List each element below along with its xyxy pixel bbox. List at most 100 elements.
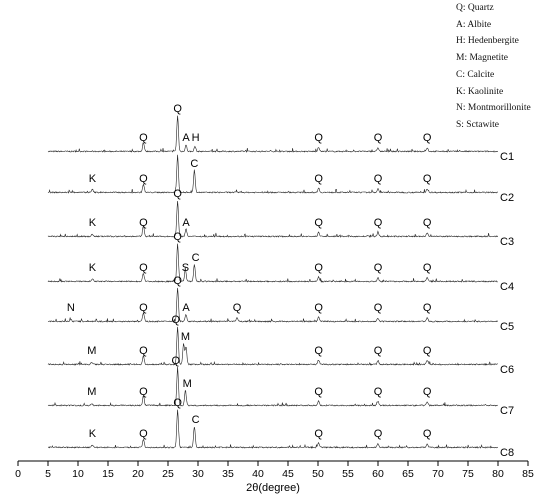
peak-label: K xyxy=(89,173,97,185)
peak-label: C xyxy=(192,252,200,264)
x-tick-label: 40 xyxy=(252,468,264,480)
peak-label: Q xyxy=(172,355,181,367)
peak-label: Q xyxy=(233,302,242,314)
legend-item-kaolinite: K: Kaolinite xyxy=(456,86,504,97)
peak-label: Q xyxy=(314,132,323,144)
trace-line xyxy=(48,409,499,449)
peak-label: M xyxy=(87,386,96,398)
peak-label: A xyxy=(182,302,190,314)
peak-label: Q xyxy=(139,217,148,229)
peak-label: Q xyxy=(374,302,383,314)
peak-label: N xyxy=(67,302,75,314)
peak-label: Q xyxy=(423,428,432,440)
series-label: C5 xyxy=(500,321,514,333)
peak-label: A xyxy=(182,132,190,144)
peak-label: Q xyxy=(173,103,182,115)
x-tick-label: 50 xyxy=(312,468,324,480)
legend-item-montmorillonite: N: Montmorillonite xyxy=(456,103,531,114)
series-names: C1 C2 C3 C4 C5 C6 C7 C8 xyxy=(500,151,514,459)
x-tick-label: 45 xyxy=(282,468,294,480)
trace-line xyxy=(47,243,498,283)
x-tick-label: 30 xyxy=(192,468,204,480)
peak-label: Q xyxy=(173,231,182,243)
peak-label: Q xyxy=(173,188,182,200)
x-tick-label: 0 xyxy=(15,468,21,480)
peak-label: Q xyxy=(423,345,432,357)
peak-label: K xyxy=(89,262,97,274)
legend: Q: Quartz A: Albite H: Hedenbergite M: M… xyxy=(456,0,531,134)
legend-item-sctawite: S: Sctawite xyxy=(456,119,500,130)
trace-line xyxy=(47,200,499,238)
peak-label: Q xyxy=(139,386,148,398)
peak-label: Q xyxy=(423,217,432,229)
trace-line xyxy=(47,115,499,153)
x-tick-label: 55 xyxy=(342,468,354,480)
x-tick-label: 5 xyxy=(45,468,51,480)
x-tick-label: 60 xyxy=(372,468,384,480)
peak-label: Q xyxy=(374,217,383,229)
series-label: C1 xyxy=(500,151,514,163)
peak-label: M xyxy=(183,378,192,390)
peak-label: Q xyxy=(139,345,148,357)
trace-line xyxy=(47,326,498,366)
series-label: C4 xyxy=(500,281,514,293)
peak-label: Q xyxy=(139,428,148,440)
diffraction-traces xyxy=(47,115,499,449)
peak-label: C xyxy=(192,414,200,426)
x-tick-label: 80 xyxy=(492,468,504,480)
peak-label: Q xyxy=(139,173,148,185)
x-axis-label: 2θ(degree) xyxy=(246,482,300,494)
x-tick-label: 20 xyxy=(132,468,144,480)
peak-label: Q xyxy=(139,132,148,144)
peak-label: Q xyxy=(314,262,323,274)
peak-label: Q xyxy=(374,173,383,185)
peak-label: Q xyxy=(139,302,148,314)
trace-line xyxy=(47,366,498,407)
peak-label: Q xyxy=(423,132,432,144)
peak-label: K xyxy=(89,217,97,229)
series-label: C3 xyxy=(500,236,514,248)
x-tick-label: 35 xyxy=(222,468,234,480)
peak-label: A xyxy=(182,217,190,229)
peak-label: M xyxy=(181,331,190,343)
x-tick-label: 25 xyxy=(162,468,174,480)
x-tick-label: 85 xyxy=(522,468,534,480)
peak-label: M xyxy=(87,345,96,357)
series-label: C6 xyxy=(500,364,514,376)
peak-label: K xyxy=(89,428,97,440)
peak-label: S xyxy=(182,262,189,274)
peak-label: Q xyxy=(173,275,182,287)
peak-label: Q xyxy=(374,386,383,398)
trace-line xyxy=(47,154,499,194)
peak-label: Q xyxy=(314,217,323,229)
x-tick-label: 15 xyxy=(102,468,114,480)
peak-label: Q xyxy=(314,302,323,314)
x-ticks: 0 5 10 15 20 25 30 35 40 45 50 55 60 65 70 75 80 85 xyxy=(15,461,534,480)
peak-label: Q xyxy=(374,132,383,144)
legend-item-calcite: C: Calcite xyxy=(456,69,495,80)
peak-label: Q xyxy=(314,428,323,440)
peak-label: Q xyxy=(314,345,323,357)
peak-label: C xyxy=(190,158,198,170)
legend-item-quartz: Q: Quartz xyxy=(456,3,494,13)
peak-label: Q xyxy=(374,345,383,357)
peak-label: Q xyxy=(374,428,383,440)
x-tick-label: 75 xyxy=(462,468,474,480)
legend-item-magnetite: M: Magnetite xyxy=(456,53,508,64)
peak-label: Q xyxy=(423,302,432,314)
series-label: C8 xyxy=(500,447,514,459)
peak-label: Q xyxy=(374,262,383,274)
peak-label: Q xyxy=(173,397,182,409)
peak-label: Q xyxy=(139,262,148,274)
peak-label: H xyxy=(192,132,200,144)
x-tick-label: 65 xyxy=(402,468,414,480)
peak-label: Q xyxy=(314,173,323,185)
x-tick-label: 70 xyxy=(432,468,444,480)
peak-label: Q xyxy=(172,314,181,326)
peak-label: Q xyxy=(423,386,432,398)
legend-item-albite: A: Albite xyxy=(456,19,492,30)
peak-label: Q xyxy=(423,262,432,274)
series-label: C7 xyxy=(500,405,514,417)
x-tick-label: 10 xyxy=(72,468,84,480)
